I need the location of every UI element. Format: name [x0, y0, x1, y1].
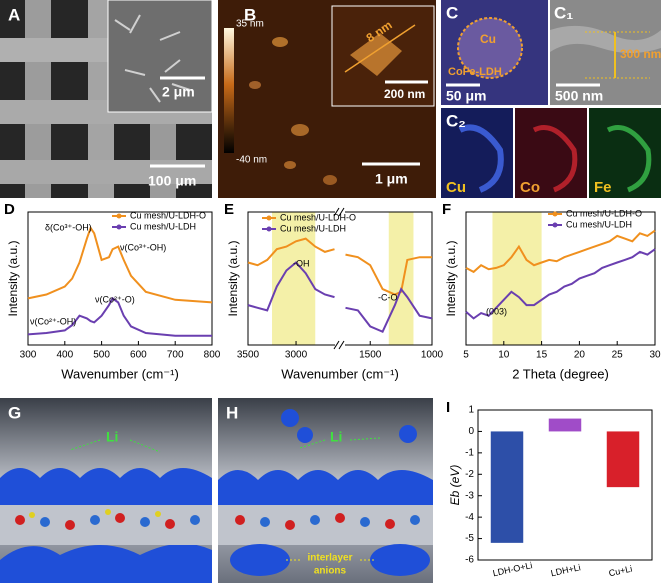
scale-label: 1 μm	[375, 171, 408, 187]
y-axis-label: Intensity (a.u.)	[226, 240, 240, 316]
y-tick-label: 1	[468, 405, 474, 416]
annotation: -OH	[293, 258, 310, 268]
map-label: Fe	[594, 179, 612, 196]
panel-h: H Li interlayer anions	[218, 398, 433, 583]
legend-swatch	[117, 214, 122, 219]
thickness-label: 300 nm	[620, 47, 661, 61]
map-label: Co	[520, 179, 540, 196]
annotation: ν(Co³⁺-OH)	[120, 242, 166, 252]
x-tick-label: 3000	[285, 350, 308, 361]
map-label: Cu	[446, 179, 466, 196]
annotation: ν(Co²⁺-OH)	[30, 316, 76, 326]
panel-label: F	[442, 201, 451, 218]
annotation: -C-O	[378, 292, 398, 302]
x-axis-label: Wavenumber (cm⁻¹)	[281, 366, 399, 381]
x-tick-label: LDH-O+Li	[492, 560, 533, 578]
scale-label: 500 nm	[555, 88, 603, 104]
panel-label: G	[8, 403, 21, 422]
y-axis-label: Intensity (a.u.)	[6, 240, 20, 316]
panel-label: C₂	[446, 111, 466, 130]
colorbar-label: -40 nm	[236, 155, 267, 166]
legend-label: Cu mesh/U-LDH	[566, 219, 632, 229]
y-tick-label: -6	[465, 555, 474, 566]
annotation: ν(Co²⁺-O)	[95, 294, 135, 304]
x-tick-label: 5	[463, 350, 469, 361]
panel-label: C	[446, 3, 458, 22]
bar	[491, 431, 523, 542]
x-tick-label: LDH+Li	[550, 562, 582, 578]
x-tick-label: 1000	[421, 350, 444, 361]
scale-label: 50 μm	[446, 88, 486, 104]
core-label: Cu	[480, 32, 496, 46]
x-tick-label: 500	[93, 350, 110, 361]
panel-label: I	[446, 399, 450, 416]
scale-label: 100 μm	[148, 173, 196, 189]
y-tick-label: -2	[465, 469, 474, 480]
shell-label: CoFe-LDH	[448, 66, 502, 78]
legend-swatch	[117, 225, 122, 230]
legend-label: Cu mesh/U-LDH-O	[130, 210, 206, 220]
scale-label: 2 μm	[162, 84, 195, 100]
series-line	[28, 228, 212, 302]
y-tick-label: -5	[465, 533, 474, 544]
legend-label: Cu mesh/U-LDH	[280, 223, 346, 233]
x-tick-label: 10	[498, 350, 510, 361]
legend-label: Cu mesh/U-LDH	[130, 221, 196, 231]
panel-label: A	[8, 5, 20, 24]
x-tick-label: 30	[649, 350, 661, 361]
x-tick-label: 600	[130, 350, 147, 361]
panel-c: C Cu CoFe-LDH 50 μm C₁ 300 nm 500 nm C₂ …	[441, 0, 661, 198]
x-axis-label: 2 Theta (degree)	[512, 366, 609, 381]
x-tick-label: 25	[612, 350, 624, 361]
y-tick-label: -3	[465, 490, 474, 501]
highlight-band	[492, 212, 541, 345]
x-axis-label: Wavenumber (cm⁻¹)	[61, 366, 179, 381]
panel-a: A 2 μm 100 μm	[0, 0, 212, 198]
panel-label: B	[244, 5, 256, 24]
y-tick-label: -4	[465, 512, 474, 523]
panel-b: 8 nm 200 nm 35 nm -40 nm 1 μm B	[218, 0, 436, 198]
x-tick-label: 400	[56, 350, 73, 361]
ion-label: Li	[106, 429, 118, 445]
x-tick-label: 1500	[359, 350, 382, 361]
figure: A 2 μm 100 μm 8 nm 200 nm 35 nm -40 nm 1…	[0, 0, 661, 583]
annotation: δ(Co³⁺-OH)	[45, 222, 92, 232]
anion-label: interlayer	[307, 553, 352, 564]
ion-label: Li	[330, 429, 342, 445]
x-tick-label: 800	[204, 350, 221, 361]
bar	[607, 431, 639, 487]
legend-swatch	[267, 216, 272, 221]
panel-g: G Li	[0, 398, 212, 583]
y-axis-label: Intensity (a.u.)	[444, 240, 458, 316]
panel-label: H	[226, 403, 238, 422]
legend-label: Cu mesh/U-LDH-O	[280, 212, 356, 222]
y-tick-label: 0	[468, 426, 474, 437]
x-tick-label: 15	[536, 350, 548, 361]
annotation: (003)	[486, 306, 507, 316]
legend-label: Cu mesh/U-LDH-O	[566, 208, 642, 218]
anion-label: anions	[314, 566, 347, 577]
scale-label: 200 nm	[384, 87, 425, 101]
x-tick-label: 700	[167, 350, 184, 361]
legend-swatch	[553, 212, 558, 217]
x-tick-label: Cu+Li	[608, 564, 633, 579]
x-tick-label: 20	[574, 350, 586, 361]
x-tick-label: 3500	[237, 350, 260, 361]
legend-swatch	[553, 223, 558, 228]
y-tick-label: -1	[465, 447, 474, 458]
y-axis-label: Eb (eV)	[448, 465, 462, 506]
bar	[549, 419, 581, 432]
x-tick-label: 300	[20, 350, 37, 361]
panel-label: E	[224, 201, 234, 218]
highlight-band	[389, 212, 414, 345]
panel-label: C₁	[554, 3, 573, 22]
legend-swatch	[267, 227, 272, 232]
panel-label: D	[4, 201, 15, 218]
